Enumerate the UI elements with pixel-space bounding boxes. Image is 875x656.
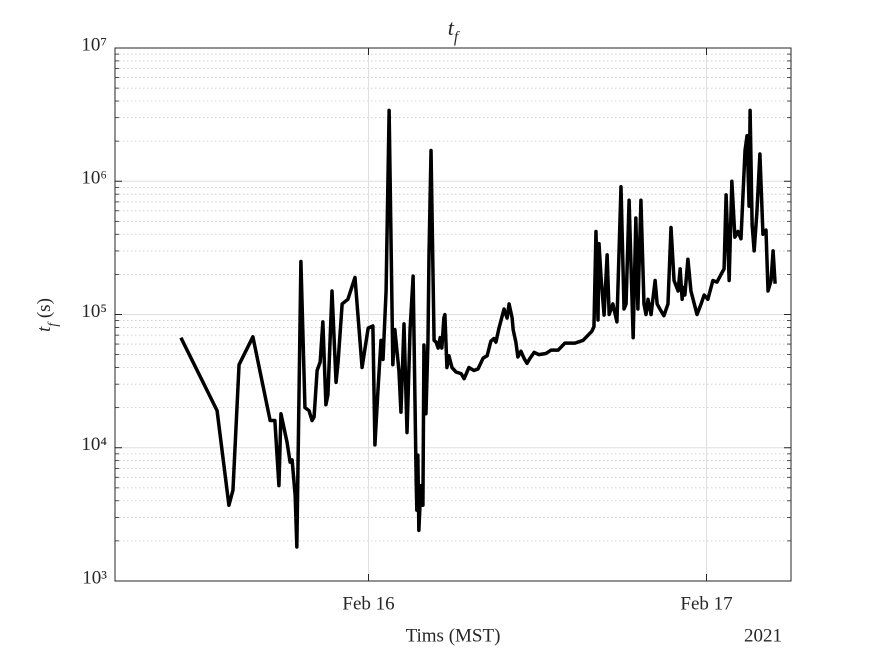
x-axis-secondary-label: 2021 [744, 625, 782, 646]
y-tick-label: 10⁵ [81, 301, 107, 322]
x-tick-label: Feb 16 [342, 593, 394, 614]
plot-frame [114, 47, 792, 582]
y-tick-label: 10⁷ [81, 34, 107, 55]
x-axis-label: Tims (MST) [406, 625, 501, 646]
y-tick-label: 10⁴ [81, 434, 107, 455]
chart-title: tf [448, 15, 461, 46]
y-axis-label: tf (s) [34, 298, 59, 332]
data-line [179, 108, 777, 549]
x-tick-label: Feb 17 [680, 593, 732, 614]
y-tick-label: 10⁶ [81, 168, 107, 189]
y-tick-label: 10³ [82, 567, 107, 588]
